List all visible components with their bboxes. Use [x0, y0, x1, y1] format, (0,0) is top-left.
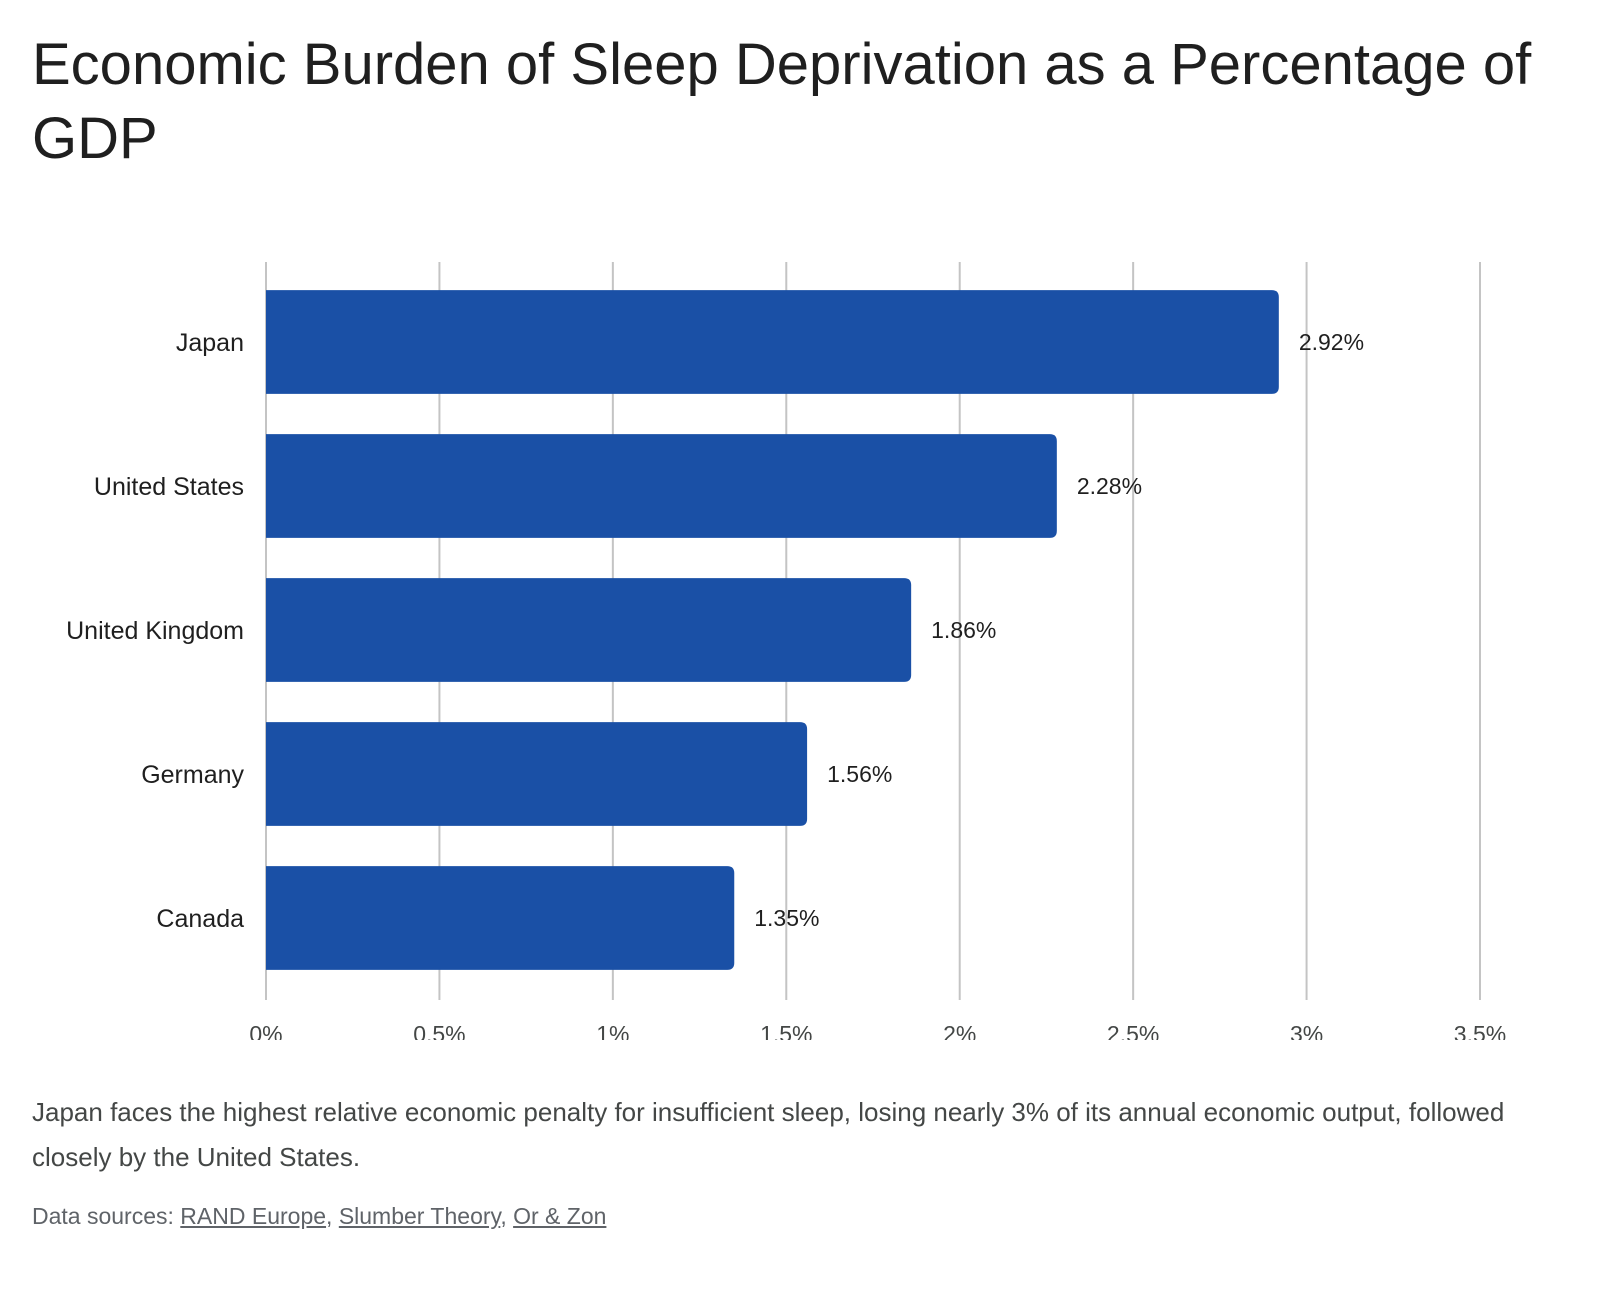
bar-chart: Japan United States United Kingdom Germany C… — [66, 262, 1506, 1040]
value-label: 2.28% — [1077, 473, 1142, 499]
x-tick-label: 3% — [1290, 1021, 1323, 1040]
value-label: 1.86% — [931, 617, 996, 643]
value-label: 1.56% — [827, 761, 892, 787]
data-sources: Data sources: RAND Europe, Slumber Theor… — [32, 1200, 606, 1232]
bar — [266, 434, 1057, 538]
x-tick-label: 0.5% — [413, 1021, 465, 1040]
bar — [266, 290, 1279, 394]
x-tick-label: 1% — [596, 1021, 629, 1040]
x-tick-label: 2% — [943, 1021, 976, 1040]
bar — [266, 722, 808, 826]
category-label: Japan — [176, 329, 244, 357]
value-label: 1.35% — [754, 905, 819, 931]
value-labels: 2.92% 2.28% 1.86% 1.56% 1.35% — [754, 329, 1364, 931]
bars — [266, 290, 1279, 970]
x-axis-tick-labels: 0% 0.5% 1% 1.5% 2% 2.5% 3% 3.5% — [249, 1021, 1506, 1040]
x-tick-label: 1.5% — [760, 1021, 812, 1040]
category-label: United States — [94, 473, 244, 501]
x-tick-label: 0% — [249, 1021, 282, 1040]
category-label: Germany — [141, 761, 244, 789]
bar — [266, 866, 735, 970]
sources-label: Data sources: — [32, 1203, 174, 1229]
chart-caption: Japan faces the highest relative economi… — [32, 1097, 1505, 1172]
chart-title: Economic Burden of Sleep Deprivation as … — [32, 32, 1532, 171]
source-link-or-zon[interactable]: Or & Zon — [513, 1203, 607, 1229]
category-label: United Kingdom — [66, 617, 244, 645]
source-separator: , — [326, 1203, 339, 1229]
bar — [266, 578, 912, 682]
x-tick-label: 3.5% — [1454, 1021, 1506, 1040]
source-link-rand-europe[interactable]: RAND Europe — [180, 1203, 327, 1229]
category-label: Canada — [156, 905, 244, 933]
category-labels: Japan United States United Kingdom Germany C… — [66, 329, 244, 933]
source-link-slumber-theory[interactable]: Slumber Theory — [338, 1203, 501, 1229]
x-tick-label: 2.5% — [1107, 1021, 1159, 1040]
source-separator: , — [500, 1203, 514, 1229]
value-label: 2.92% — [1299, 329, 1364, 355]
